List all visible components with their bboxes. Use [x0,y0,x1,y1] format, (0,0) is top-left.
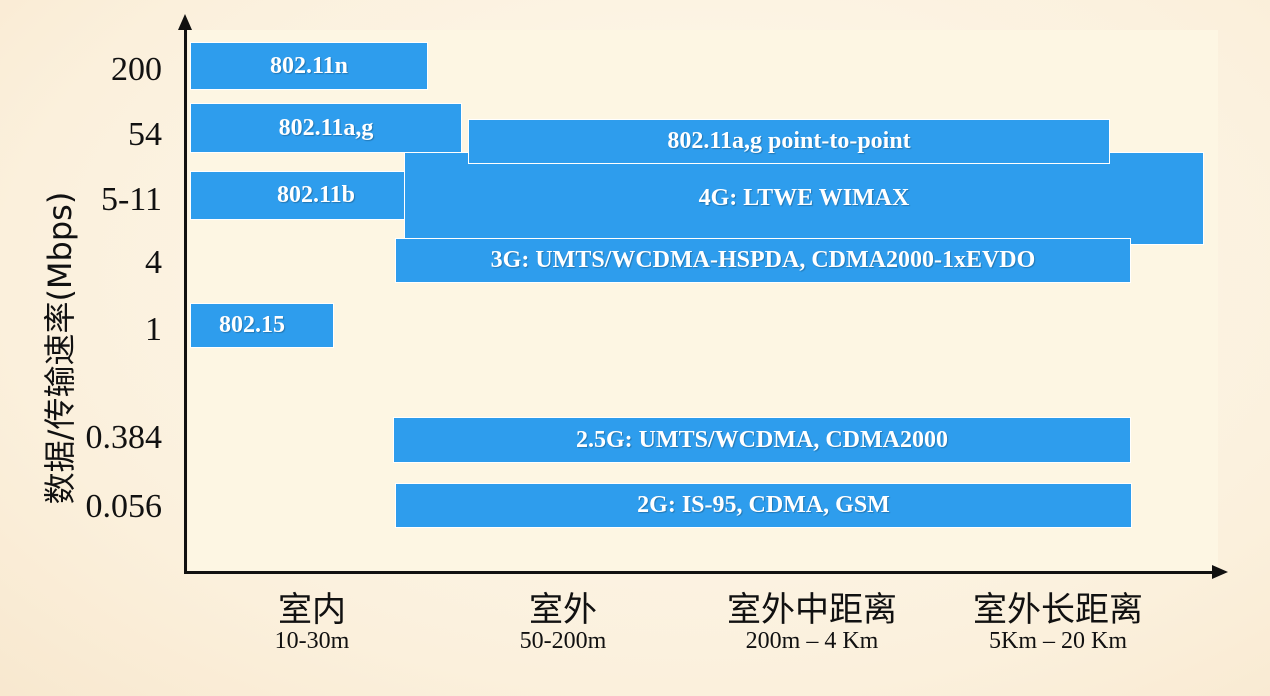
y-axis-line [184,26,187,574]
y-tick-0-384: 0.384 [85,419,163,456]
bar-3g: 3G: UMTS/WCDMA-HSPDA, CDMA2000-1xEVDO [395,238,1131,283]
y-tick-1: 1 [145,311,162,348]
bar-802-11ag-p2p: 802.11a,g point-to-point [468,119,1110,164]
x-category-indoor: 室内 [278,590,346,630]
y-axis-arrow-icon [178,14,192,30]
bar-802-11b: 802.11b [190,171,442,220]
bar-802-11n: 802.11n [190,42,428,90]
bar-802-11ag: 802.11a,g [190,103,462,153]
y-axis-title: 数据/传输速率(Mbps) [41,191,79,505]
y-tick-5-11: 5-11 [100,181,162,218]
x-axis-line [184,571,1214,574]
x-category-outdoor-mid: 室外中距离 [727,590,897,630]
x-category-outdoor: 室外 [529,590,597,630]
x-range-outdoor-mid: 200m – 4 Km [745,628,879,654]
bar-2g: 2G: IS-95, CDMA, GSM [395,483,1132,528]
bar-2-5g: 2.5G: UMTS/WCDMA, CDMA2000 [393,417,1131,463]
y-tick-4: 4 [145,244,162,281]
x-axis-arrow-icon [1212,565,1228,579]
x-range-indoor: 10-30m [274,628,350,654]
x-range-outdoor: 50-200m [519,628,607,654]
y-tick-54: 54 [128,116,162,153]
y-tick-200: 200 [111,51,162,88]
bar-4g: 4G: LTWE WIMAX [404,152,1204,245]
x-category-outdoor-long: 室外长距离 [973,590,1143,630]
bar-802-15: 802.15 [190,303,334,348]
y-tick-0-056: 0.056 [85,488,163,525]
x-range-outdoor-long: 5Km – 20 Km [989,628,1127,654]
